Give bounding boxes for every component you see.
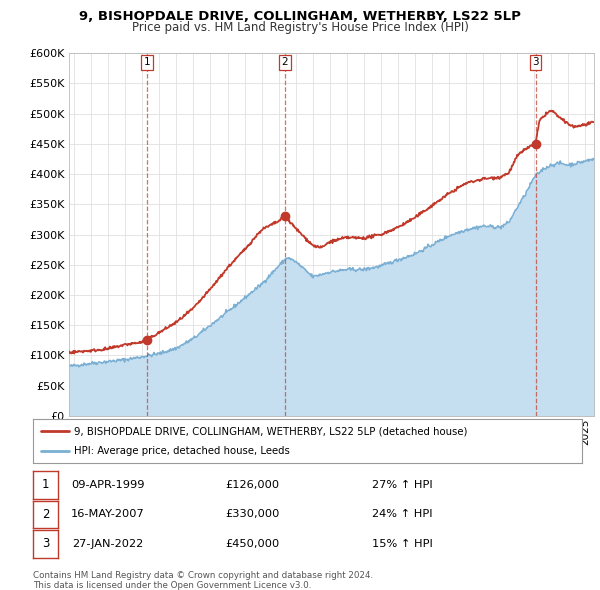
Text: £330,000: £330,000: [225, 510, 279, 519]
Text: 2: 2: [42, 508, 49, 521]
Text: HPI: Average price, detached house, Leeds: HPI: Average price, detached house, Leed…: [74, 446, 290, 455]
Text: 2: 2: [281, 57, 288, 67]
Text: 1: 1: [42, 478, 49, 491]
Text: 15% ↑ HPI: 15% ↑ HPI: [372, 539, 433, 549]
Text: 9, BISHOPDALE DRIVE, COLLINGHAM, WETHERBY, LS22 5LP: 9, BISHOPDALE DRIVE, COLLINGHAM, WETHERB…: [79, 10, 521, 23]
Text: 1: 1: [143, 57, 150, 67]
Text: 3: 3: [532, 57, 539, 67]
Text: This data is licensed under the Open Government Licence v3.0.: This data is licensed under the Open Gov…: [33, 581, 311, 589]
Text: 9, BISHOPDALE DRIVE, COLLINGHAM, WETHERBY, LS22 5LP (detached house): 9, BISHOPDALE DRIVE, COLLINGHAM, WETHERB…: [74, 427, 467, 436]
Text: £126,000: £126,000: [225, 480, 279, 490]
Text: 16-MAY-2007: 16-MAY-2007: [71, 510, 145, 519]
Text: Price paid vs. HM Land Registry's House Price Index (HPI): Price paid vs. HM Land Registry's House …: [131, 21, 469, 34]
Text: 3: 3: [42, 537, 49, 550]
Text: 27% ↑ HPI: 27% ↑ HPI: [372, 480, 433, 490]
Text: 27-JAN-2022: 27-JAN-2022: [73, 539, 143, 549]
Text: £450,000: £450,000: [225, 539, 279, 549]
Text: 24% ↑ HPI: 24% ↑ HPI: [372, 510, 433, 519]
Text: Contains HM Land Registry data © Crown copyright and database right 2024.: Contains HM Land Registry data © Crown c…: [33, 571, 373, 580]
Text: 09-APR-1999: 09-APR-1999: [71, 480, 145, 490]
